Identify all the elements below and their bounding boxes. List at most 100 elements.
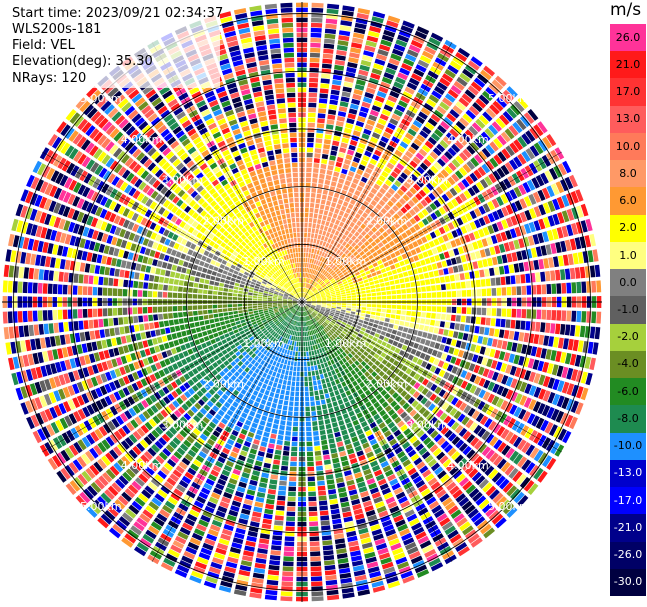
range-gate	[488, 173, 497, 184]
range-gate	[370, 311, 376, 316]
range-gate	[594, 264, 601, 277]
range-gate	[395, 315, 401, 320]
range-gate	[330, 257, 335, 263]
range-gate	[250, 394, 257, 401]
range-gate	[203, 336, 210, 342]
range-gate	[385, 67, 396, 76]
range-gate	[351, 276, 357, 281]
range-gate	[268, 443, 275, 449]
range-gate	[471, 307, 477, 315]
range-gate	[386, 20, 399, 28]
range-gate	[314, 291, 319, 295]
range-gate	[334, 64, 345, 71]
range-gate	[358, 280, 364, 285]
range-gate	[337, 40, 349, 47]
range-gate	[389, 90, 400, 99]
range-gate	[276, 505, 285, 511]
range-gate	[267, 489, 276, 495]
range-gate	[508, 330, 515, 340]
range-gate	[461, 178, 470, 188]
range-gate	[292, 426, 298, 432]
range-gate	[513, 263, 520, 273]
range-gate	[321, 300, 327, 302]
range-gate	[338, 264, 344, 270]
range-gate	[221, 339, 227, 345]
range-gate	[336, 482, 346, 488]
range-gate	[503, 330, 510, 339]
range-gate	[257, 450, 265, 457]
range-gate	[336, 548, 347, 554]
range-gate	[315, 294, 321, 297]
range-gate	[356, 147, 364, 154]
range-gate	[487, 337, 493, 347]
range-gate	[421, 208, 429, 217]
range-gate	[351, 42, 363, 49]
range-gate	[323, 550, 334, 556]
range-gate	[381, 291, 387, 296]
range-gate	[310, 274, 314, 279]
range-gate	[571, 282, 577, 294]
range-gate	[314, 153, 321, 159]
range-gate	[228, 331, 235, 336]
range-gate	[401, 289, 406, 294]
range-gate	[450, 314, 456, 322]
range-gate	[347, 203, 354, 210]
range-gate	[452, 124, 463, 135]
range-gate	[253, 506, 263, 513]
range-gate	[318, 490, 327, 496]
range-gate	[314, 290, 318, 294]
range-gate	[452, 265, 459, 273]
range-gate	[381, 76, 393, 85]
range-gate	[380, 352, 387, 358]
range-gate	[546, 284, 552, 294]
range-gate	[283, 445, 290, 451]
range-gate	[318, 369, 323, 375]
range-gate	[370, 288, 376, 293]
range-gate	[259, 377, 265, 383]
range-gate	[254, 460, 263, 467]
range-gate	[274, 520, 284, 526]
range-gate	[523, 261, 530, 272]
range-gate	[259, 538, 270, 545]
range-gate	[302, 292, 304, 298]
range-gate	[481, 288, 487, 297]
range-gate	[275, 362, 280, 368]
range-gate	[330, 290, 335, 294]
range-gate	[422, 331, 428, 338]
range-gate	[313, 431, 319, 436]
range-gate	[464, 272, 470, 280]
range-gate	[289, 401, 294, 406]
range-gate	[262, 518, 272, 525]
range-gate	[322, 540, 333, 546]
range-gate	[331, 294, 336, 297]
range-gate	[516, 309, 522, 318]
range-gate	[361, 303, 367, 307]
range-gate	[564, 176, 574, 190]
range-gate	[310, 22, 323, 28]
range-gate	[426, 312, 431, 319]
range-gate	[404, 150, 414, 159]
range-gate	[438, 226, 446, 235]
range-gate	[351, 295, 357, 298]
range-gate	[389, 118, 399, 126]
range-gate	[310, 561, 322, 567]
range-gate	[326, 295, 331, 298]
range-gate	[304, 207, 309, 213]
range-gate	[312, 426, 319, 431]
range-gate	[311, 183, 317, 188]
range-gate	[282, 450, 290, 456]
range-gate	[485, 107, 497, 119]
range-gate	[271, 387, 276, 393]
range-gate	[560, 324, 566, 335]
range-gate	[538, 204, 546, 216]
range-gate	[304, 227, 308, 233]
range-gate	[521, 285, 527, 295]
range-gate	[306, 296, 310, 300]
range-gate	[222, 329, 228, 334]
range-gate	[351, 241, 357, 248]
range-gate	[357, 8, 371, 15]
range-gate	[347, 394, 354, 401]
range-gate	[295, 336, 298, 341]
range-gate	[421, 144, 431, 153]
range-gate	[378, 44, 391, 52]
